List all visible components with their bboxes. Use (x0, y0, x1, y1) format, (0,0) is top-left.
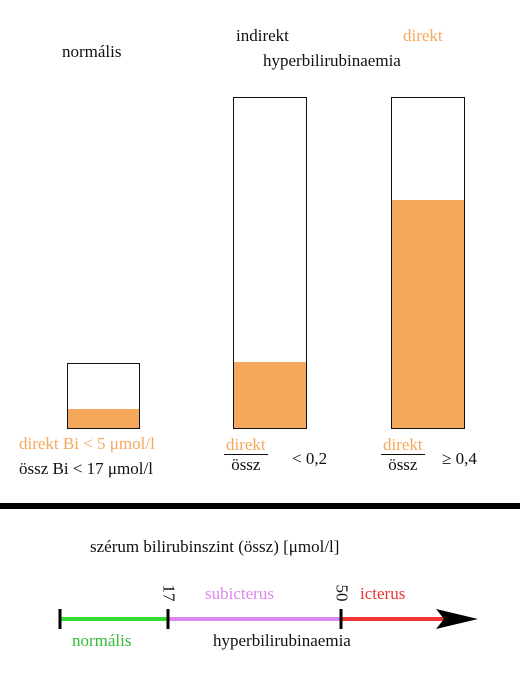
normal-zone-label: normális (72, 631, 132, 650)
indirect-ratio-threshold: < 0,2 (292, 449, 328, 468)
hyperbilirubinaemia-zone-label: hyperbilirubinaemia (213, 631, 351, 650)
ratio-numerator: direkt (224, 435, 268, 455)
ratio-denominator: össz (231, 455, 261, 474)
scale-title: szérum bilirubinszint (össz) [μmol/l] (90, 537, 340, 556)
indirect-ratio: direkt össz (224, 436, 268, 475)
normal-direct-limit: direkt Bi < 5 μmol/l (19, 434, 155, 453)
indirect-direct-fill (234, 362, 306, 428)
normal-title: normális (62, 42, 122, 61)
direct-title: direkt (403, 26, 443, 45)
direct-column (391, 97, 465, 429)
indirect-column (233, 97, 307, 429)
section-divider (0, 503, 520, 509)
normal-total-limit: össz Bi < 17 μmol/l (19, 459, 153, 478)
hyperbilirubinaemia-title: hyperbilirubinaemia (263, 51, 401, 70)
normal-column (67, 363, 140, 429)
normal-direct-fill (68, 408, 139, 428)
direct-ratio: direkt össz (381, 436, 425, 475)
tick-50-label: 50 (332, 584, 352, 602)
subicterus-label: subicterus (205, 584, 274, 603)
tick-17-label: 17 (159, 584, 179, 602)
ratio-numerator: direkt (381, 435, 425, 455)
scale-arrow-head (436, 609, 478, 629)
ratio-denominator: össz (388, 455, 418, 474)
direct-direct-fill (392, 200, 464, 428)
indirect-title: indirekt (236, 26, 289, 45)
direct-ratio-threshold: ≥ 0,4 (442, 449, 477, 468)
icterus-label: icterus (360, 584, 406, 603)
